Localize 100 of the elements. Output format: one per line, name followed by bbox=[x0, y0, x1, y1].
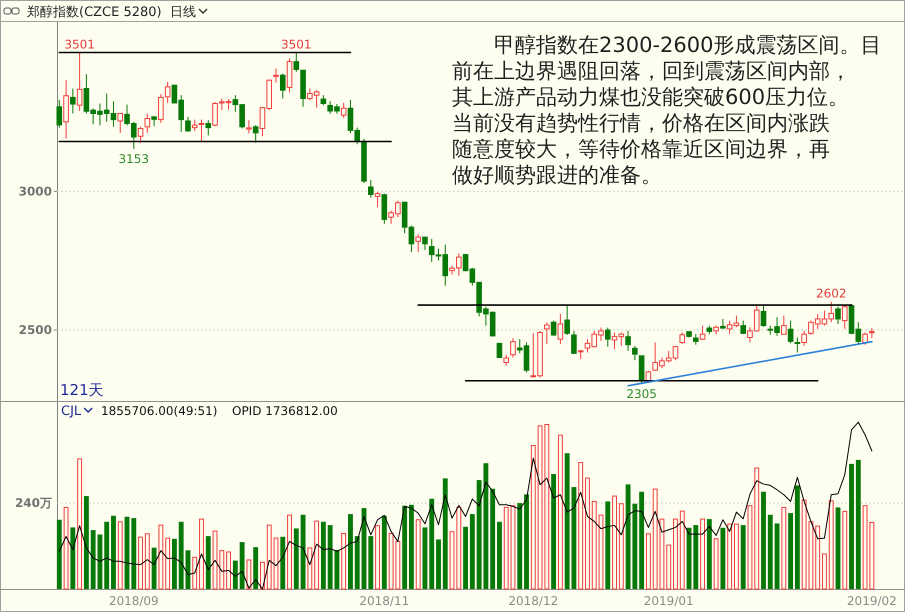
bar bbox=[869, 522, 874, 590]
bar bbox=[794, 485, 800, 589]
annotation: 2602 bbox=[816, 286, 846, 301]
candlestick bbox=[835, 306, 841, 324]
bar bbox=[395, 540, 400, 590]
bar bbox=[734, 524, 739, 590]
bar bbox=[788, 513, 794, 589]
bar bbox=[720, 528, 726, 589]
candlestick bbox=[246, 120, 252, 134]
bar bbox=[517, 503, 522, 589]
bar bbox=[77, 458, 82, 590]
candlestick bbox=[700, 325, 706, 341]
bar bbox=[436, 539, 441, 589]
candlestick bbox=[273, 68, 279, 84]
bar bbox=[212, 530, 218, 590]
candlestick bbox=[781, 315, 787, 336]
bar bbox=[348, 514, 353, 589]
bar bbox=[856, 460, 861, 589]
bar bbox=[714, 538, 719, 590]
bar bbox=[219, 550, 224, 590]
bar bbox=[334, 550, 340, 589]
annotation: 随意度较大，等待价格靠近区间边界，再 bbox=[452, 137, 830, 161]
bar bbox=[56, 520, 62, 589]
bar bbox=[585, 478, 590, 590]
bar bbox=[551, 474, 556, 589]
annotation: 当前没有趋势性行情，价格在区间内涨跌 bbox=[452, 111, 830, 135]
candlestick bbox=[550, 320, 556, 336]
bar bbox=[727, 524, 732, 590]
bar bbox=[300, 514, 306, 589]
bar bbox=[849, 464, 854, 589]
bar bbox=[463, 526, 468, 589]
candlestick bbox=[496, 342, 502, 359]
bar bbox=[375, 525, 380, 590]
bar bbox=[538, 425, 542, 590]
chart-title: 郑醇指数(CZCE 5280) bbox=[27, 5, 162, 20]
candlestick bbox=[760, 305, 766, 328]
bar bbox=[368, 536, 374, 589]
bar bbox=[822, 553, 827, 590]
bar bbox=[246, 559, 252, 590]
bar bbox=[152, 548, 157, 589]
candlestick bbox=[869, 328, 875, 339]
bar bbox=[341, 532, 346, 590]
candlestick bbox=[558, 313, 564, 345]
bar bbox=[802, 500, 807, 590]
candlestick bbox=[117, 112, 124, 134]
text: 1855706.00(49:51) bbox=[101, 404, 218, 418]
x-tick-label: 2019/02 bbox=[846, 594, 897, 608]
bar bbox=[524, 494, 529, 589]
annotation: 甲醇指数在2300-2600形成震荡区间。目 bbox=[452, 33, 882, 57]
candlestick bbox=[320, 94, 326, 106]
bar bbox=[402, 506, 408, 589]
bar bbox=[496, 522, 502, 589]
candlestick bbox=[280, 73, 286, 100]
bar bbox=[618, 503, 624, 590]
bar bbox=[740, 525, 746, 589]
bar bbox=[768, 514, 773, 589]
annotation: 前在上边界遇阻回落，回到震荡区间内部， bbox=[452, 59, 851, 83]
bar bbox=[97, 534, 102, 589]
bar bbox=[680, 510, 685, 590]
annotation: 121天 bbox=[60, 381, 104, 399]
candlestick bbox=[578, 349, 584, 360]
ref-line-label: 240万 bbox=[14, 496, 52, 510]
candlestick bbox=[632, 345, 638, 361]
candlestick bbox=[544, 322, 550, 345]
bar bbox=[571, 487, 576, 589]
bar bbox=[422, 527, 428, 589]
bar bbox=[842, 510, 848, 590]
bar bbox=[781, 506, 786, 590]
bar bbox=[131, 518, 136, 589]
bar bbox=[774, 523, 780, 589]
bar bbox=[673, 518, 678, 590]
candlestick bbox=[571, 330, 577, 355]
candlestick bbox=[185, 116, 191, 132]
bar bbox=[450, 531, 454, 590]
bar bbox=[510, 505, 516, 590]
bar bbox=[544, 424, 550, 590]
bar bbox=[388, 532, 394, 590]
bar bbox=[118, 521, 123, 590]
candlestick bbox=[340, 102, 346, 118]
bar bbox=[578, 462, 584, 590]
annotation: 其上游产品动力煤也没能突破600压力位。 bbox=[452, 85, 850, 109]
candlestick bbox=[503, 354, 510, 366]
bar bbox=[706, 519, 712, 589]
candlestick bbox=[842, 305, 848, 330]
candlestick bbox=[604, 327, 611, 348]
bar bbox=[104, 522, 110, 589]
bar bbox=[626, 484, 631, 589]
candlestick bbox=[862, 332, 868, 346]
bar bbox=[693, 525, 698, 589]
bar bbox=[408, 504, 414, 589]
bar bbox=[700, 518, 706, 590]
y-tick-label: 3000 bbox=[18, 184, 52, 198]
annotation: 做好顺势跟进的准备。 bbox=[452, 163, 662, 187]
candlestick bbox=[138, 126, 144, 144]
candlestick bbox=[720, 318, 726, 330]
candlestick bbox=[368, 179, 374, 198]
x-tick-label: 2019/01 bbox=[644, 594, 694, 608]
bar bbox=[287, 514, 292, 590]
bar bbox=[70, 527, 76, 589]
bar bbox=[836, 507, 840, 589]
